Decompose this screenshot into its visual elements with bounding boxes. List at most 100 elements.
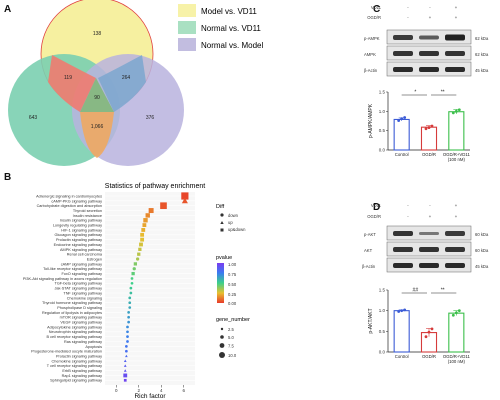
pathway-label: PI3K-Akt signaling pathway in axons regu… — [23, 277, 102, 281]
blot-c-row-2: AMPK 62 kDa — [364, 45, 489, 61]
enrichment-point — [139, 242, 143, 247]
pathway-label: Longevity regulating pathway — [53, 224, 102, 228]
panel-b-letter: B — [4, 172, 11, 183]
enrichment-point — [127, 311, 130, 314]
blot-c-row-2-label: AMPK — [364, 52, 376, 57]
enrichment-point — [143, 218, 148, 223]
enrichment-point — [126, 330, 129, 334]
y-tick-label: 0.5 — [379, 128, 386, 133]
enrichment-point — [123, 359, 127, 362]
y-tick-label: 0.0 — [379, 350, 386, 355]
pathway-label: Insulin resistance — [73, 214, 102, 218]
panel-c: C VD11 - - + OGD/R - + + p-AMPK 62 kDa A… — [364, 4, 489, 162]
blot-c-band-2-1 — [393, 51, 413, 56]
legend-diff-down: down — [228, 213, 239, 218]
data-point — [400, 117, 404, 121]
enrichment-point — [125, 349, 128, 353]
blot-d-band-2-1 — [393, 247, 413, 252]
blot-c-row-3-label: β-Actin — [364, 68, 378, 73]
pathway-label: HIF-1 signaling pathway — [61, 228, 102, 232]
enrichment-point — [135, 257, 140, 261]
pathway-label: Adipocytokine signaling pathway — [47, 325, 102, 329]
blot-d-row-2: AKT 60 kDa — [364, 241, 489, 257]
sig-marker: ** — [441, 288, 445, 294]
blot-c-row-1: p-AMPK 62 kDa — [364, 29, 489, 45]
data-point — [457, 108, 461, 112]
blot-d-band-1-1 — [393, 231, 413, 236]
pathway-label: Phospholipase D signaling — [57, 306, 102, 310]
enrichment-point — [181, 192, 189, 200]
blot-d-mark-2-2: + — [429, 214, 432, 219]
pathway-label: Rap1 signaling pathway — [62, 374, 102, 378]
blot-c-mark-1-1: - — [407, 5, 409, 10]
data-point — [424, 127, 428, 131]
legend-pvalue-tick-1: 1.00 — [228, 262, 237, 267]
venn-legend-label-1: Model vs. VD11 — [201, 7, 257, 16]
category-label: OGD/R — [422, 354, 436, 359]
y-axis-label: p-AKT/AKT — [368, 308, 374, 333]
legend-diff-updown-marker — [220, 228, 224, 232]
enrichment-point — [148, 208, 154, 214]
pathway-label: Thyroid hormone signaling pathway — [42, 301, 102, 305]
enrichment-point — [140, 237, 145, 242]
panel-c-letter: C — [373, 4, 380, 15]
blot-d-band-3-3 — [445, 263, 465, 268]
y-axis-label: p-AMPK/AMPK — [368, 103, 374, 138]
category-label: (100 nM) — [448, 157, 466, 162]
blot-c-band-3-2 — [419, 67, 439, 72]
enrichment-point — [145, 213, 150, 218]
venn-legend-swatch-2 — [178, 21, 196, 34]
enrichment-point — [133, 262, 138, 266]
enrichment-x-tick-label: 0 — [115, 388, 118, 393]
bar-chart-c: 0.0 0.5 1.0 1.5 p-AMPK/AMPK Control OGD/R OGD/R… — [368, 90, 470, 163]
pathway-label: Thyroid secretion — [73, 209, 102, 213]
blot-d-mark-1-1: - — [407, 203, 409, 208]
blot-d-row-1: p-AKT 60 kDa — [364, 225, 489, 241]
enrichment-point — [127, 315, 130, 319]
blot-c-band-1-3 — [445, 34, 465, 41]
venn-overlap-abc — [80, 78, 114, 112]
enrichment-point — [123, 364, 127, 367]
venn-count-bc: 1,066 — [91, 124, 104, 130]
y-tick-label: 1.5 — [379, 288, 386, 293]
legend-gene-tick-3: 7.5 — [228, 344, 234, 349]
blot-d-row-3-label: β-Actin — [362, 264, 376, 269]
bar-chart-d: 0.0 0.5 1.0 1.5 p-AKT/AKT Control OGD/R OGD/R+V… — [368, 288, 470, 365]
legend-gene-tick-4: 10.0 — [228, 353, 237, 358]
blot-c-row-3: β-Actin 45 kDa — [364, 61, 489, 77]
pathway-label: Endocrine signaling pathway — [54, 243, 102, 247]
category-label: Control — [395, 354, 409, 359]
sig-marker: ** — [441, 90, 445, 96]
category-label: OGD/R+VD11 — [443, 354, 471, 359]
venn-count-ab: 119 — [64, 75, 72, 81]
pathway-label: TNF signaling pathway — [63, 291, 102, 295]
venn-legend-swatch-3 — [178, 38, 196, 51]
enrichment-point — [125, 354, 128, 358]
y-tick-label: 1.0 — [379, 308, 386, 313]
legend-gene-tick-2: 5.0 — [228, 335, 234, 340]
data-point — [454, 311, 458, 315]
venn-legend-swatch-1 — [178, 4, 196, 17]
legend-diff-up-marker — [220, 221, 224, 224]
pathway-label: cAMP-PKG signaling pathway — [51, 199, 102, 203]
enrichment-point — [130, 281, 134, 285]
venn-overlap-bc — [80, 112, 114, 158]
blot-c-mark-2-1: - — [407, 15, 409, 20]
blot-c-row-1-label: p-AMPK — [364, 36, 380, 41]
data-point — [400, 309, 404, 313]
enrichment-point — [126, 325, 129, 329]
legend-pvalue-tick-2: 0.75 — [228, 272, 237, 277]
blot-c-band-3-3 — [445, 67, 465, 72]
enrichment-point — [127, 320, 130, 324]
data-point — [427, 126, 431, 129]
enrichment-point — [123, 369, 127, 372]
blot-c-mark-2-3: + — [455, 15, 458, 20]
pathway-label: Regulation of lipolysis in adipocytes — [42, 311, 102, 315]
blot-d-mark-1-3: + — [455, 203, 458, 208]
enrichment-point — [125, 344, 128, 348]
category-label: Control — [395, 152, 409, 157]
blot-d-row-3-size: 45 kDa — [475, 264, 489, 269]
blot-c-mark-1-3: + — [455, 5, 458, 10]
legend-diff-up: up — [228, 220, 233, 225]
